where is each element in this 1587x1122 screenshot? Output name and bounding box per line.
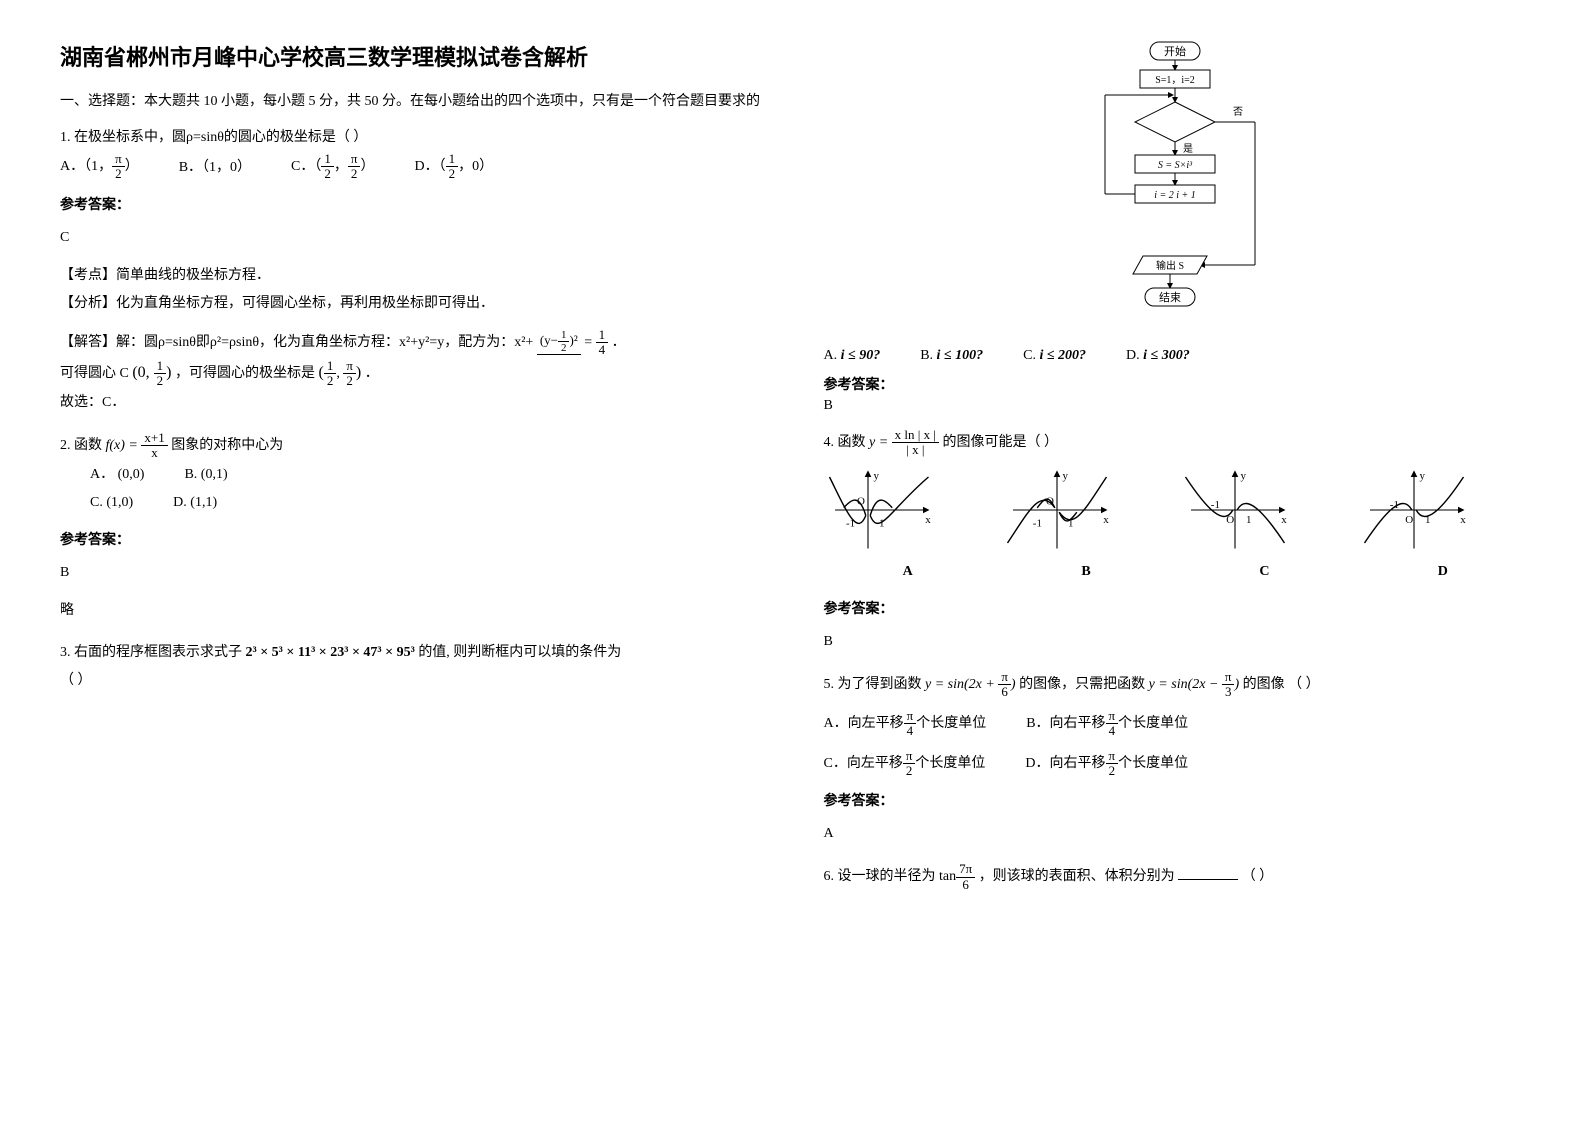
svg-text:y: y xyxy=(1062,470,1068,482)
svg-text:输出 S: 输出 S xyxy=(1156,259,1184,272)
graph-b: yx O -11 xyxy=(1002,466,1112,554)
q1-optB: B．（1，0） xyxy=(179,154,251,182)
q2-stem-pre: 2. 函数 xyxy=(60,438,102,453)
question-2: 2. 函数 f(x) = x+1x 图象的对称中心为 A． (0,0) B. (… xyxy=(60,431,764,625)
graph-a: yx O -11 xyxy=(824,466,934,554)
q3-answer: B xyxy=(824,398,1528,414)
svg-text:O: O xyxy=(1405,514,1413,526)
flowchart-svg: 开始 S=1，i=2 否 是 S = S×i³ i = 2 i + 1 xyxy=(1065,40,1285,340)
q4-graphs: yx O -11 A yx O -11 xyxy=(824,466,1528,586)
svg-text:开始: 开始 xyxy=(1164,44,1186,58)
q5-optD: D．向右平移π2个长度单位 xyxy=(1025,749,1188,779)
svg-text:-1: -1 xyxy=(1211,498,1220,510)
question-1: 1. 在极坐标系中，圆ρ=sinθ的圆心的极坐标是（ ） A．（1，π2） B．… xyxy=(60,124,764,417)
graph-d: yx O -11 xyxy=(1359,466,1469,554)
svg-text:x: x xyxy=(1281,514,1287,526)
q1-stem: 1. 在极坐标系中，圆ρ=sinθ的圆心的极坐标是（ ） xyxy=(60,124,764,152)
q1-kaodian: 【考点】简单曲线的极坐标方程． xyxy=(60,262,764,290)
q6-blank xyxy=(1178,865,1238,880)
svg-text:x: x xyxy=(1103,514,1109,526)
q4-ref-label: 参考答案： xyxy=(824,596,1528,624)
q4-answer: B xyxy=(824,628,1528,656)
q1-optC: C．（12，π2） xyxy=(291,152,374,182)
q1-jieda-2: 可得圆心 C (0, 12) ，可得圆心的极坐标是 (12, π2) ． xyxy=(60,357,764,389)
question-6: 6. 设一球的半径为 tan7π6 ，则该球的表面积、体积分别为 （ ） xyxy=(824,862,1528,892)
q5-optA: A．向左平移π4个长度单位 xyxy=(824,709,987,739)
q3-paren: （ ） xyxy=(60,667,764,695)
q5-optB: B．向右平移π4个长度单位 xyxy=(1026,709,1188,739)
q1-fenxi: 【分析】化为直角坐标方程，可得圆心坐标，再利用极坐标即可得出． xyxy=(60,290,764,318)
q3-ref-label: 参考答案： xyxy=(824,374,1528,394)
svg-text:y: y xyxy=(1241,470,1247,482)
svg-text:x: x xyxy=(1460,514,1466,526)
q3-options: A. i ≤ 90? B. i ≤ 100? C. i ≤ 200? D. i … xyxy=(824,348,1528,364)
q2-stem-post: 图象的对称中心为 xyxy=(171,438,283,453)
q2-ref-label: 参考答案： xyxy=(60,527,764,555)
section-intro: 一、选择题：本大题共 10 小题，每小题 5 分，共 50 分。在每小题给出的四… xyxy=(60,90,764,110)
svg-text:S = S×i³: S = S×i³ xyxy=(1158,160,1193,171)
question-4: 4. 函数 y = x ln | x || x | 的图像可能是（ ） yx O… xyxy=(824,428,1528,656)
question-5: 5. 为了得到函数 y = sin(2x + π6) 的图像，只需把函数 y =… xyxy=(824,670,1528,849)
q5-optC: C．向左平移π2个长度单位 xyxy=(824,749,986,779)
svg-text:y: y xyxy=(873,470,879,482)
q1-ref-label: 参考答案： xyxy=(60,192,764,220)
q1-optD: D．（12，0） xyxy=(414,152,493,182)
q5-answer: A xyxy=(824,820,1528,848)
q2-note: 略 xyxy=(60,597,764,625)
svg-text:-1: -1 xyxy=(1033,517,1042,529)
svg-text:否: 否 xyxy=(1233,106,1243,118)
question-3-stem: 3. 右面的程序框图表示求式子 2³ × 5³ × 11³ × 23³ × 47… xyxy=(60,639,764,695)
svg-text:-1: -1 xyxy=(846,517,855,529)
flowchart: 开始 S=1，i=2 否 是 S = S×i³ i = 2 i + 1 xyxy=(1065,40,1285,340)
page-title: 湖南省郴州市月峰中心学校高三数学理模拟试卷含解析 xyxy=(60,40,764,72)
svg-text:结束: 结束 xyxy=(1159,291,1181,304)
svg-text:y: y xyxy=(1419,470,1425,482)
q1-jieda-3: 故选：C． xyxy=(60,389,764,417)
svg-text:是: 是 xyxy=(1183,143,1193,155)
q5-ref-label: 参考答案： xyxy=(824,788,1528,816)
q2-answer: B xyxy=(60,559,764,587)
q1-jieda-1: 【解答】解：圆ρ=sinθ即ρ²=ρsinθ，化为直角坐标方程：x²+y²=y，… xyxy=(60,328,764,358)
q3-expression: 2³ × 5³ × 11³ × 23³ × 47³ × 95³ xyxy=(246,645,415,660)
svg-text:i = 2 i + 1: i = 2 i + 1 xyxy=(1154,190,1196,201)
graph-c: yx O -11 xyxy=(1180,466,1290,554)
q6-paren: （ ） xyxy=(1242,869,1274,884)
q1-answer: C xyxy=(60,224,764,252)
svg-text:x: x xyxy=(925,514,931,526)
svg-text:S=1，i=2: S=1，i=2 xyxy=(1155,75,1195,86)
q1-optA: A．（1，π2） xyxy=(60,152,139,182)
svg-text:1: 1 xyxy=(1246,514,1252,526)
